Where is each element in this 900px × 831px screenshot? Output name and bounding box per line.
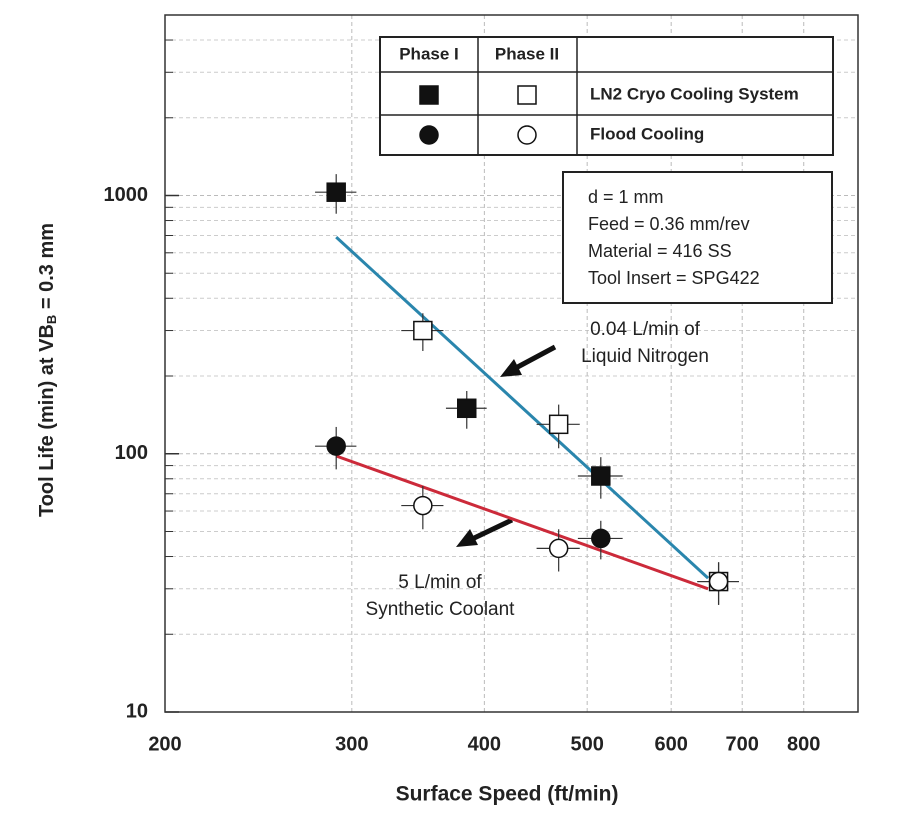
marker: [457, 398, 477, 419]
arrow-shaft: [468, 517, 514, 543]
legend-marker: [419, 85, 439, 105]
y-label-main: Tool Life (min) at VB: [36, 324, 58, 517]
y-tick-label: 10: [126, 700, 148, 722]
marker: [413, 320, 433, 341]
fit-line: [335, 454, 709, 591]
marker: [326, 182, 346, 202]
x-tick-label: 200: [148, 733, 181, 755]
annotation: 0.04 L/min of: [590, 319, 701, 340]
x-tick-label: 300: [335, 733, 368, 755]
annotation: 5 L/min of: [398, 572, 482, 593]
x-tick-label: 800: [787, 733, 820, 755]
legend-marker: [419, 125, 439, 145]
arrow-shaft: [510, 344, 557, 373]
fit-line: [335, 236, 710, 580]
marker: [591, 528, 611, 549]
x-tick-label: 400: [468, 733, 501, 755]
x-axis-label: Surface Speed (ft/min): [396, 783, 619, 806]
arrow-head: [456, 529, 478, 547]
plot-frame: [164, 14, 859, 713]
legend-box: [379, 36, 834, 156]
notes-box: d = 1 mm Feed = 0.36 mm/rev Material = 416…: [562, 171, 833, 304]
annotation: Synthetic Coolant: [366, 599, 516, 620]
x-tick-label: 700: [726, 733, 759, 755]
y-axis-label: Tool Life (min) at VBB = 0.3 mm: [36, 223, 59, 517]
marker: [326, 436, 346, 456]
legend-label: LN2 Cryo Cooling System: [590, 84, 799, 103]
y-tick-label: 1000: [104, 184, 149, 206]
y-label-end: = 0.3 mm: [36, 223, 58, 315]
x-tick-label: 600: [654, 733, 687, 755]
note-line: d = 1 mm: [588, 187, 664, 207]
legend-header: Phase I: [399, 44, 459, 63]
note-line: Tool Insert = SPG422: [588, 268, 760, 288]
arrows: [456, 344, 557, 547]
legend-header: Phase II: [495, 44, 559, 63]
note-line: Feed = 0.36 mm/rev: [588, 214, 750, 234]
legend-marker: [517, 85, 537, 105]
annotation: Liquid Nitrogen: [581, 346, 709, 367]
y-label-sub: B: [44, 315, 59, 324]
notes-frame: [562, 171, 833, 304]
legend-marker: [517, 125, 537, 145]
marker: [591, 466, 611, 486]
marker: [413, 495, 433, 516]
note-line: Material = 416 SS: [588, 241, 732, 261]
marker: [548, 538, 569, 559]
marker: [548, 414, 569, 435]
x-tick-label: 500: [570, 733, 603, 755]
arrow-head: [500, 359, 522, 377]
marker: [708, 571, 729, 592]
legend-table: Phase I Phase II LN2 Cryo Cooling System Fl…: [379, 36, 834, 156]
y-tick-label: 100: [115, 442, 148, 464]
legend-label: Flood Cooling: [590, 124, 704, 143]
